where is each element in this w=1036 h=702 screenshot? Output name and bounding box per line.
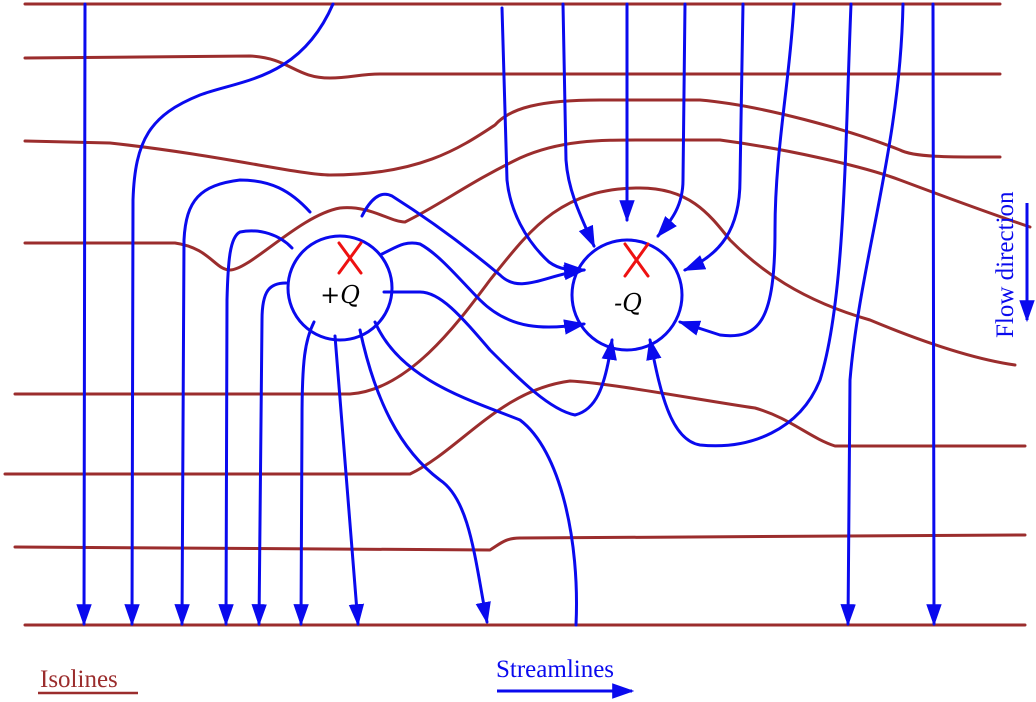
isoline-7 xyxy=(13,533,1027,552)
isoline-5 xyxy=(13,186,1017,396)
streamline xyxy=(840,2,905,627)
streamline xyxy=(380,241,587,335)
streamlines xyxy=(76,2,942,627)
isoline-3 xyxy=(23,98,1002,177)
streamline xyxy=(76,2,92,627)
streamline xyxy=(293,320,316,627)
x-cross-icon xyxy=(337,241,363,275)
source-label: +Q xyxy=(320,281,360,309)
isoline-6 xyxy=(3,379,1027,476)
streamline xyxy=(500,6,587,278)
legend: Isolines Streamlines xyxy=(38,656,635,699)
streamline xyxy=(333,334,365,627)
source-ring xyxy=(286,234,394,342)
streamline xyxy=(382,290,617,417)
streamline xyxy=(677,2,796,338)
isoline-2 xyxy=(23,54,1002,80)
streamline xyxy=(373,320,578,627)
streamline xyxy=(360,192,587,286)
streamline xyxy=(124,2,335,627)
streamline xyxy=(561,2,596,249)
legend-streamlines-label: Streamlines xyxy=(496,656,614,683)
streamline xyxy=(926,2,942,627)
streamline xyxy=(682,2,745,272)
sink-well: -Q xyxy=(570,238,684,352)
streamline xyxy=(656,2,687,238)
isoline-4 xyxy=(23,138,1032,272)
flow-direction-label: Flow direction xyxy=(992,191,1019,338)
source-well: +Q xyxy=(286,234,394,342)
sink-label: -Q xyxy=(614,289,642,317)
flow-direction-indicator: Flow direction xyxy=(992,191,1035,338)
sink-ring xyxy=(570,238,684,352)
streamline xyxy=(218,229,294,627)
streamline xyxy=(174,178,312,627)
legend-isolines-label: Isolines xyxy=(40,666,118,693)
isolines xyxy=(3,2,1032,627)
streamline xyxy=(358,328,491,625)
x-cross-icon xyxy=(623,242,650,278)
streamline xyxy=(251,281,288,627)
streamline xyxy=(646,2,853,448)
